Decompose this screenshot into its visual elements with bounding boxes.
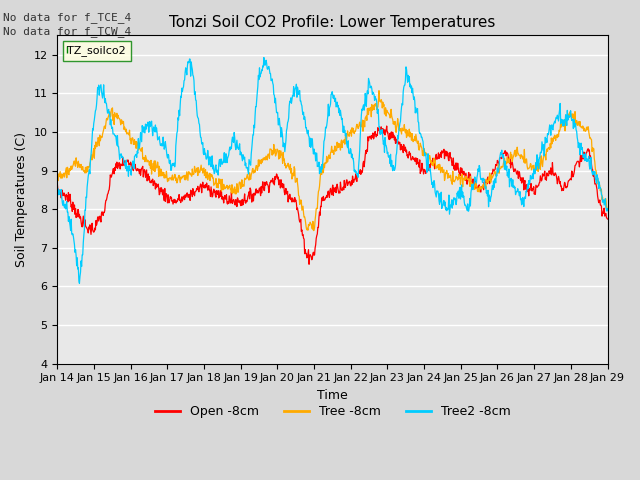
Tree2 -8cm <box>604 205 611 211</box>
Tree2 -8cm <box>54 187 61 193</box>
Open -8cm <box>305 262 313 267</box>
Tree -8cm <box>484 178 492 184</box>
Tree -8cm <box>493 167 501 173</box>
Tree -8cm <box>375 88 383 94</box>
X-axis label: Time: Time <box>317 389 348 402</box>
Open -8cm <box>493 157 501 163</box>
Tree2 -8cm <box>297 98 305 104</box>
Line: Open -8cm: Open -8cm <box>58 126 607 264</box>
Open -8cm <box>604 216 611 222</box>
Tree2 -8cm <box>277 134 285 140</box>
Open -8cm <box>296 219 303 225</box>
Open -8cm <box>433 152 440 157</box>
Tree -8cm <box>604 207 611 213</box>
Line: Tree -8cm: Tree -8cm <box>58 91 607 230</box>
Text: No data for f_TCE_4: No data for f_TCE_4 <box>3 12 131 23</box>
Open -8cm <box>484 181 492 187</box>
Tree -8cm <box>296 202 303 207</box>
Tree -8cm <box>276 155 284 161</box>
Tree -8cm <box>310 228 317 233</box>
Y-axis label: Soil Temperatures (C): Soil Temperatures (C) <box>15 132 28 267</box>
Tree -8cm <box>54 173 61 179</box>
Tree2 -8cm <box>260 55 268 60</box>
Tree2 -8cm <box>484 193 492 199</box>
Line: Tree2 -8cm: Tree2 -8cm <box>58 58 607 283</box>
Open -8cm <box>54 182 61 188</box>
Legend: Open -8cm, Tree -8cm, Tree2 -8cm: Open -8cm, Tree -8cm, Tree2 -8cm <box>150 400 515 423</box>
Tree -8cm <box>109 112 117 118</box>
Open -8cm <box>276 179 284 185</box>
Open -8cm <box>109 166 117 171</box>
Tree2 -8cm <box>493 165 501 171</box>
Open -8cm <box>383 123 390 129</box>
Title: Tonzi Soil CO2 Profile: Lower Temperatures: Tonzi Soil CO2 Profile: Lower Temperatur… <box>169 15 495 30</box>
Tree2 -8cm <box>433 194 440 200</box>
Tree -8cm <box>433 166 440 171</box>
Tree2 -8cm <box>76 280 83 286</box>
Text: No data for f_TCW_4: No data for f_TCW_4 <box>3 26 131 37</box>
Tree2 -8cm <box>110 131 118 137</box>
